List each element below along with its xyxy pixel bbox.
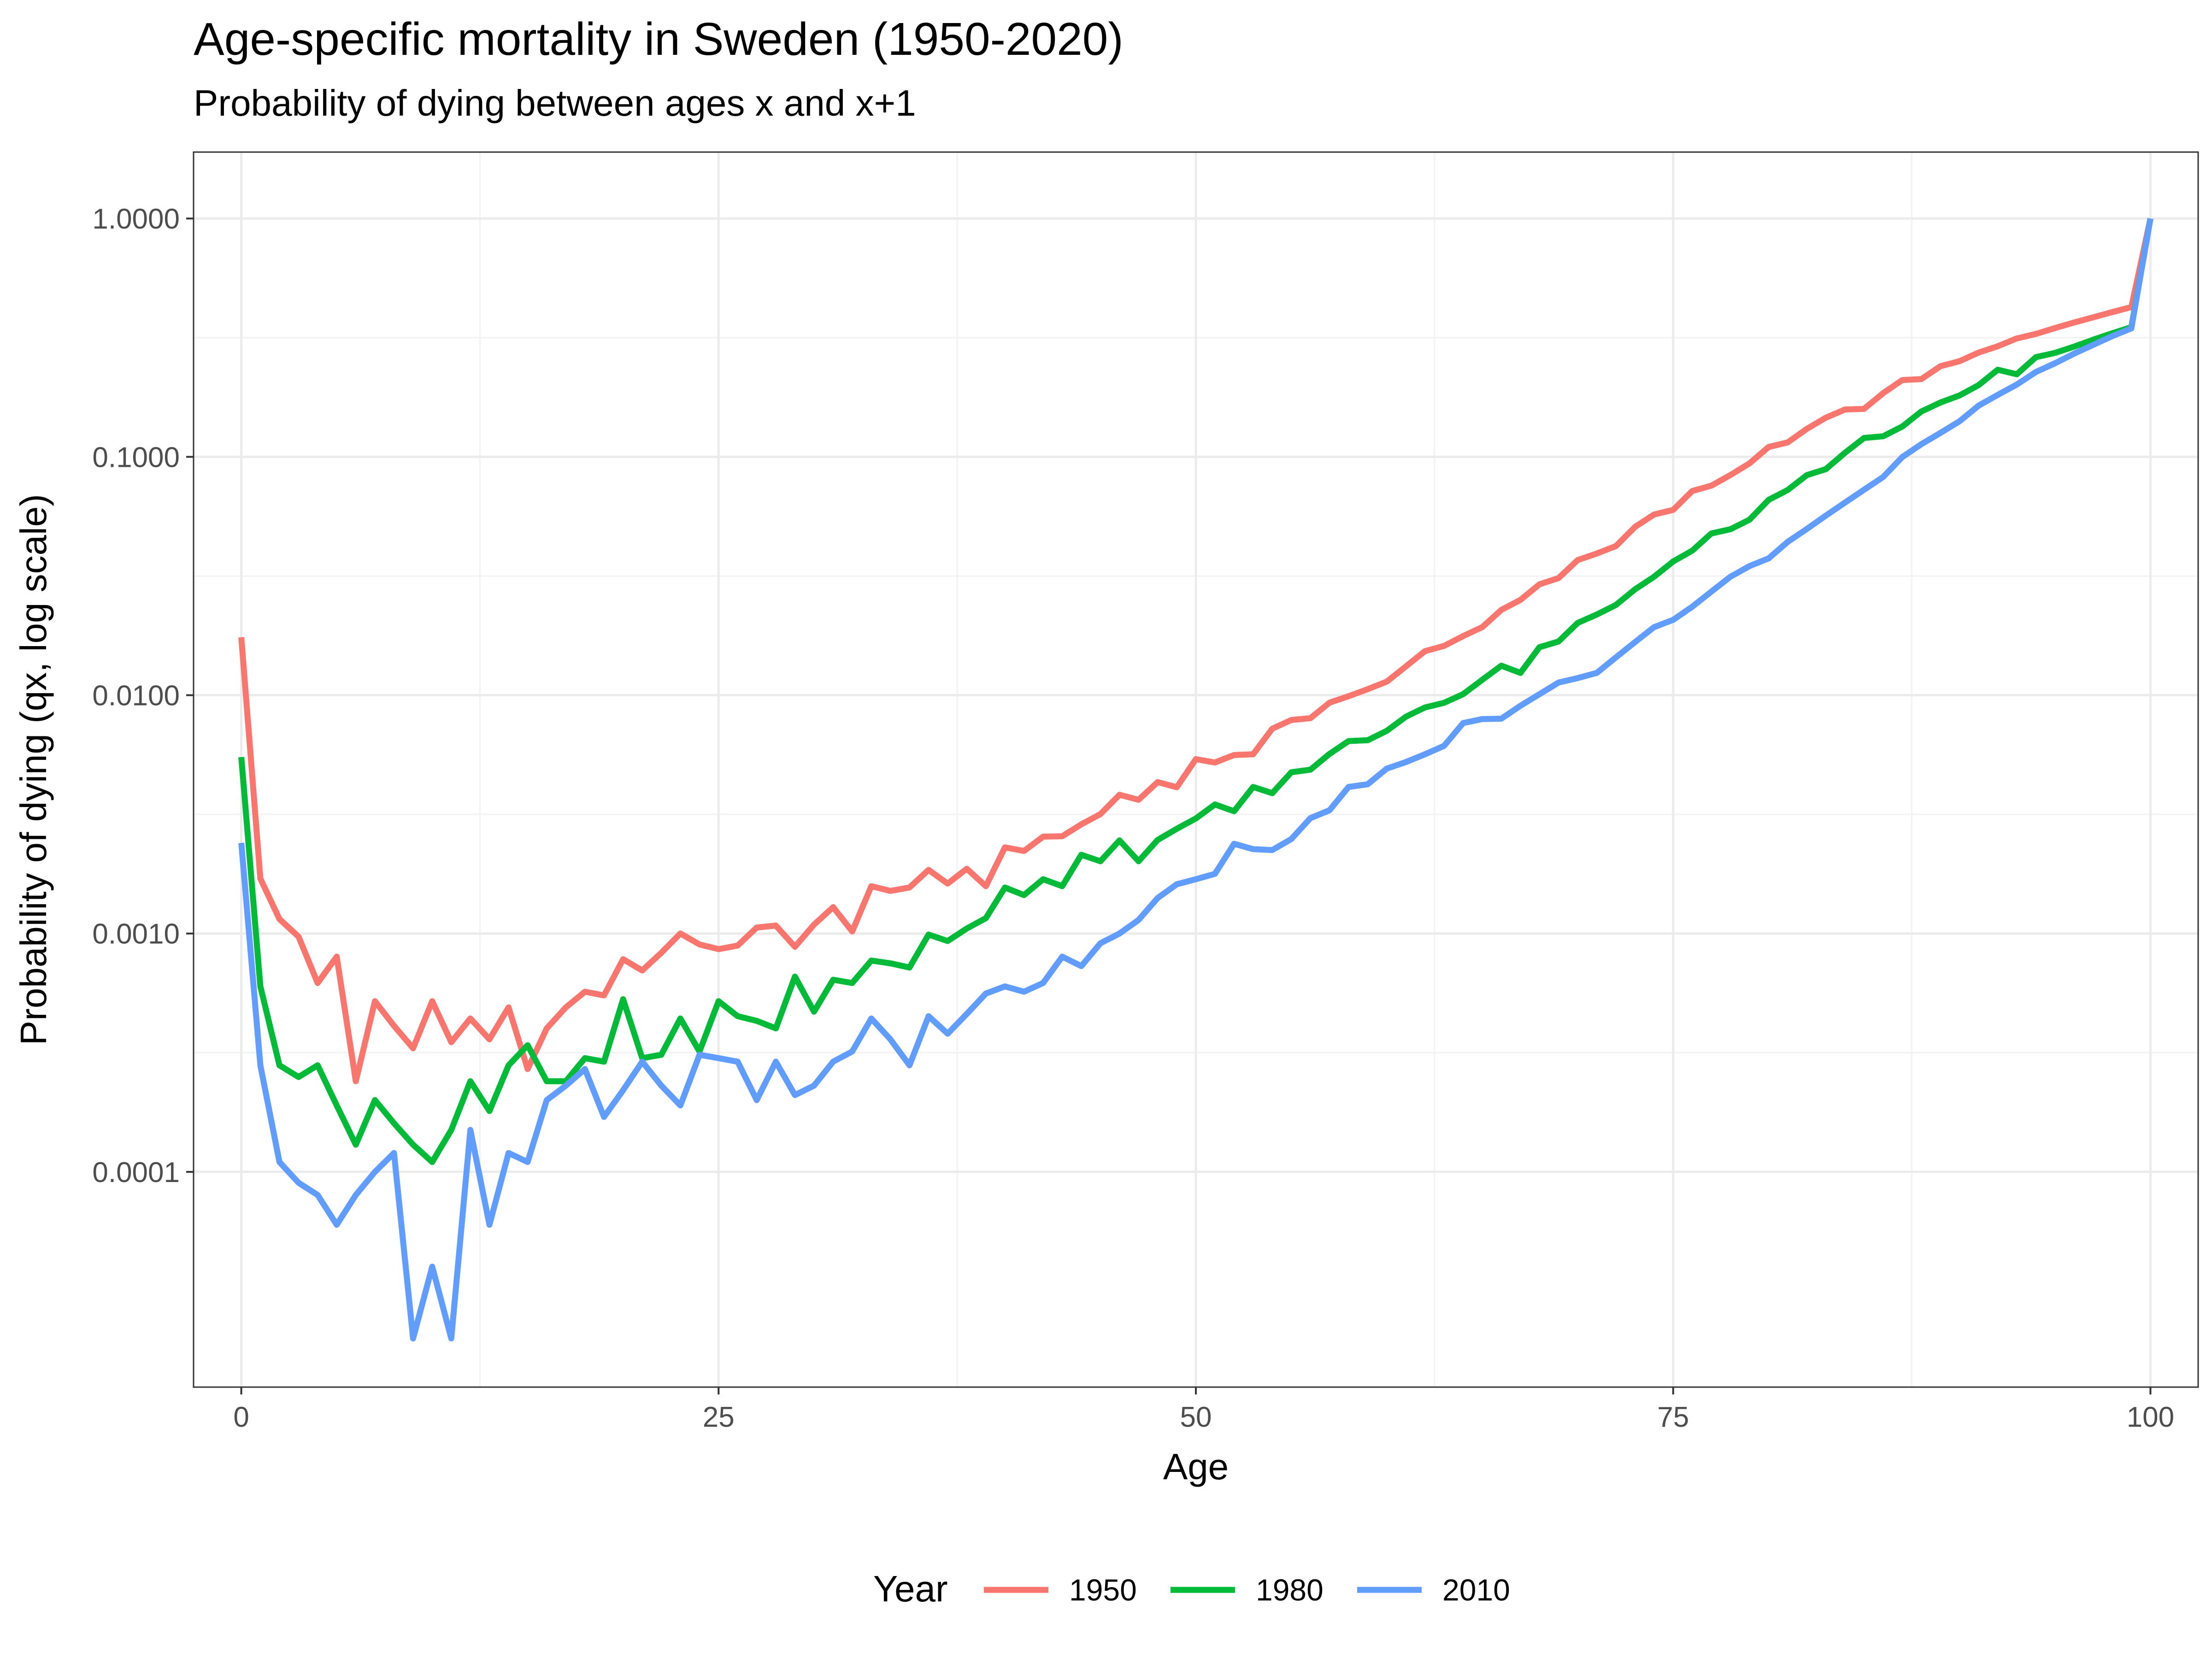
y-tick-label: 0.0010 bbox=[92, 918, 180, 950]
y-tick-label: 0.1000 bbox=[92, 441, 180, 473]
x-axis-ticks: 0 25 50 75 100 bbox=[233, 1387, 2174, 1433]
major-gridlines bbox=[194, 152, 2198, 1387]
legend-title: Year bbox=[873, 1568, 948, 1609]
legend-label-1950: 1950 bbox=[1069, 1573, 1137, 1607]
y-tick-label: 1.0000 bbox=[92, 203, 180, 235]
y-tick-label: 0.0001 bbox=[92, 1157, 180, 1188]
x-tick-label: 25 bbox=[703, 1401, 735, 1433]
x-tick-label: 75 bbox=[1657, 1401, 1689, 1433]
y-tick-label: 0.0100 bbox=[92, 680, 180, 712]
y-axis-ticks: 0.0001 0.0010 0.0100 0.1000 1.0000 bbox=[92, 203, 194, 1188]
x-tick-label: 0 bbox=[233, 1401, 249, 1433]
y-axis-title: Probability of dying (qx, log scale) bbox=[13, 494, 54, 1045]
series-line-1950 bbox=[238, 218, 2153, 1084]
x-axis-title: Age bbox=[1163, 1446, 1229, 1487]
x-tick-label: 50 bbox=[1180, 1401, 1212, 1433]
series-line-1980 bbox=[238, 218, 2153, 1165]
x-tick-label: 100 bbox=[2127, 1401, 2174, 1433]
chart-title: Age-specific mortality in Sweden (1950-2… bbox=[194, 13, 1124, 65]
chart-subtitle: Probability of dying between ages x and … bbox=[194, 82, 916, 124]
series-lines bbox=[238, 218, 2153, 1341]
legend-label-2010: 2010 bbox=[1442, 1573, 1510, 1607]
series-line-2010 bbox=[238, 218, 2153, 1341]
legend: Year 1950 1980 2010 bbox=[873, 1568, 1510, 1609]
legend-label-1980: 1980 bbox=[1256, 1573, 1324, 1607]
